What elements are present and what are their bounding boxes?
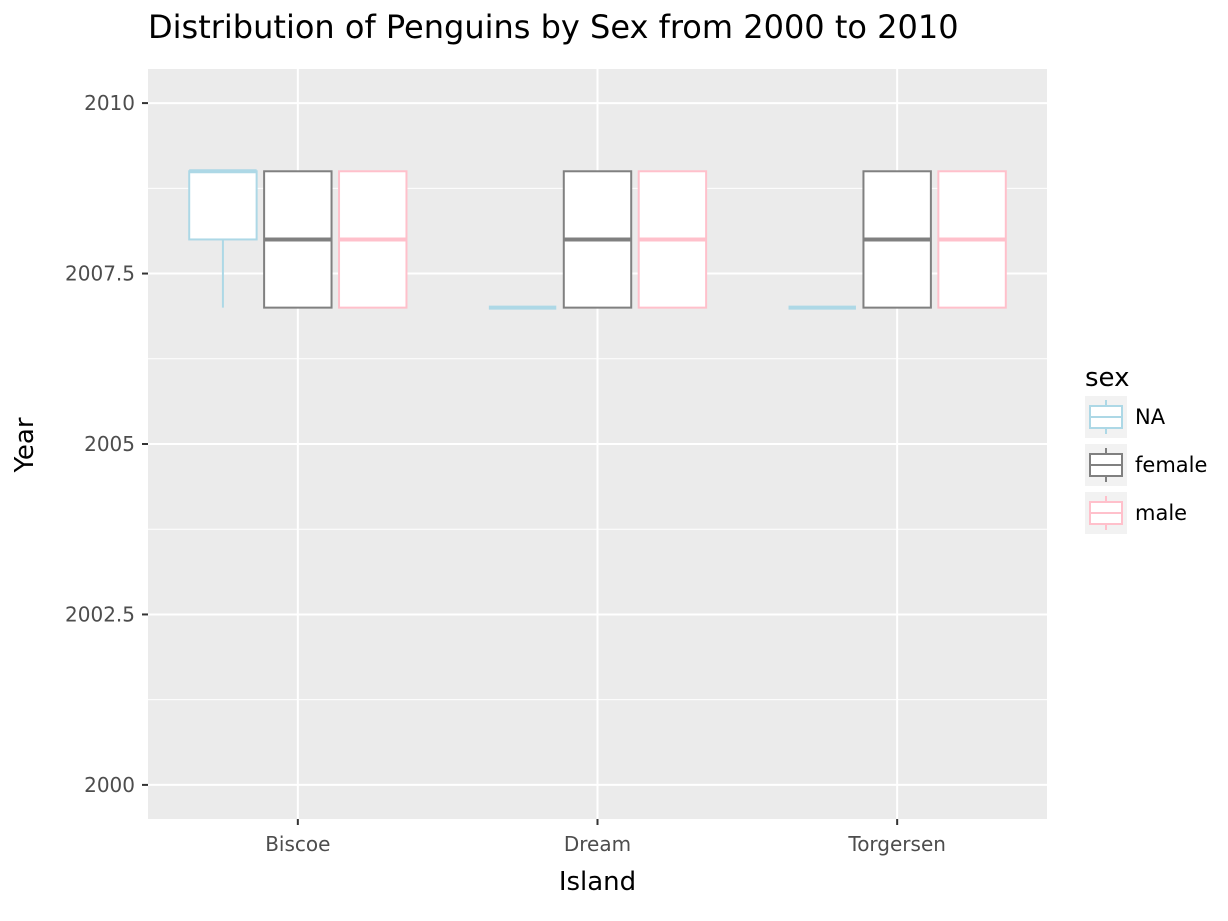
legend-item-NA: NA [1085,396,1166,438]
x-axis: Biscoe Dream Torgersen [265,819,946,856]
y-tick-label: 2002.5 [65,602,135,626]
y-axis-title: Year [10,417,40,473]
x-tick-label: Biscoe [265,832,330,856]
y-tick-label: 2010 [84,91,135,115]
x-tick-label: Torgersen [847,832,946,856]
legend-label: NA [1135,405,1166,429]
legend-item-male: male [1085,492,1187,534]
box-biscoe [188,170,258,241]
legend-label: male [1135,501,1187,525]
x-axis-title: Island [559,867,636,897]
series-NA [188,169,856,310]
series-male [338,170,1007,309]
y-tick-label: 2007.5 [65,262,135,286]
chart-title: Distribution of Penguins by Sex from 200… [148,8,959,46]
legend: sex NA female male [1085,363,1207,534]
legend-title: sex [1085,363,1129,393]
y-axis: 2000 2002.5 2005 2007.5 2010 [65,91,148,797]
legend-label: female [1135,453,1207,477]
x-tick-label: Dream [564,832,631,856]
y-tick-label: 2005 [84,432,135,456]
y-tick-label: 2000 [84,773,135,797]
legend-item-female: female [1085,444,1207,486]
box-series [188,169,1007,310]
series-female [263,170,932,309]
